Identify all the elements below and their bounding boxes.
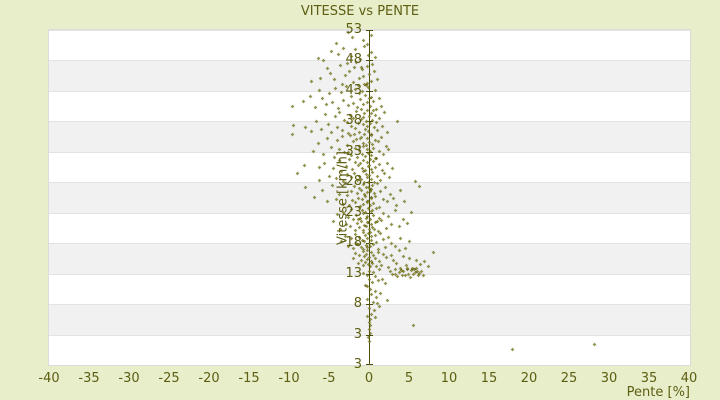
- x-tick-label: 15: [480, 371, 498, 386]
- y-tick-label: 53: [345, 22, 362, 37]
- x-tick-label: -5: [322, 371, 336, 386]
- y-tick-label: 3: [353, 326, 362, 342]
- x-tick-label: 0: [364, 371, 374, 386]
- x-tick-label: 20: [520, 371, 538, 386]
- y-tick-label: 38: [345, 113, 362, 129]
- y-tick-label: 8: [353, 296, 362, 312]
- x-tick-label: 5: [404, 371, 414, 386]
- x-tick-label: -35: [78, 371, 100, 386]
- x-tick-label: -25: [158, 371, 180, 386]
- x-tick-label: -20: [198, 371, 220, 386]
- x-tick-label: 40: [680, 371, 698, 386]
- x-tick-label: 10: [440, 371, 458, 386]
- y-tick-label: 48: [345, 52, 362, 68]
- x-tick-label: -10: [278, 371, 300, 386]
- x-tick-label: 25: [560, 371, 578, 386]
- x-tick-label: 35: [640, 371, 658, 386]
- x-axis-title: Pente [%]: [626, 385, 690, 400]
- y-tick-label: 18: [345, 235, 362, 251]
- y-tick-label: 43: [345, 82, 362, 98]
- x-tick-label: 30: [600, 371, 618, 386]
- y-tick-label: 33: [345, 143, 362, 159]
- y-tick-label: 23: [345, 204, 362, 220]
- y-axis-title: Vitesse [km/h]: [335, 151, 351, 245]
- y-tick-label: 28: [345, 174, 362, 190]
- x-tick-label: -30: [118, 371, 140, 386]
- x-tick-label: -40: [38, 371, 60, 386]
- x-tick-label: -15: [238, 371, 260, 386]
- y-tick-label: 13: [345, 265, 362, 281]
- y-tick-label: 3: [353, 357, 362, 372]
